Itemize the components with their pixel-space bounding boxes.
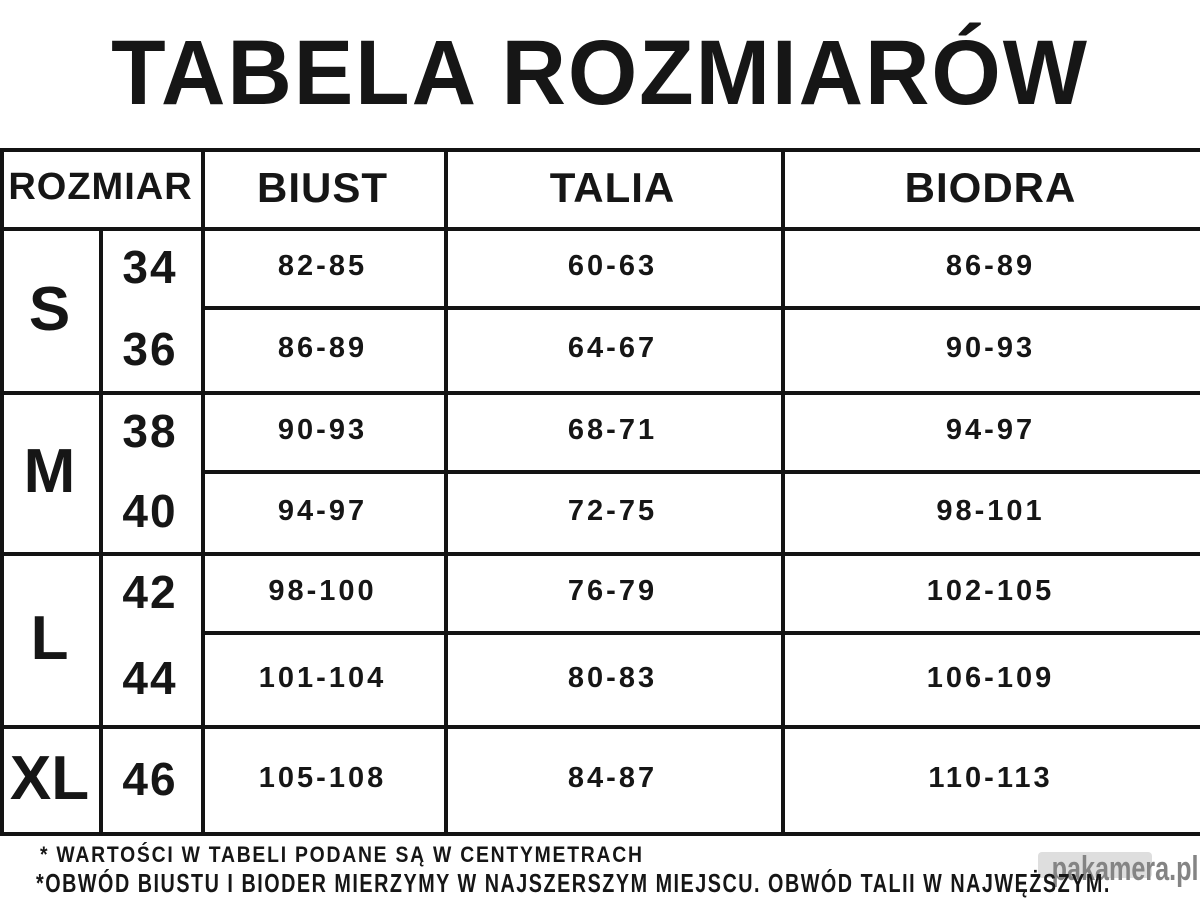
cell-biust-38: 90-93 (201, 391, 444, 470)
header-label: TALIA (549, 163, 676, 211)
column-divider (781, 148, 785, 836)
cell-biodra-42: 102-105 (781, 552, 1200, 631)
size-number: 44 (122, 652, 178, 704)
size-number-38: 38 (99, 391, 201, 470)
header-label: BIODRA (904, 163, 1077, 211)
value: 80-83 (567, 661, 658, 694)
size-number-42: 42 (99, 552, 201, 631)
value: 105-108 (258, 762, 387, 794)
watermark-logo: pakamera.pl (1051, 850, 1198, 888)
cell-biust-40: 94-97 (201, 470, 444, 552)
size-number: 46 (122, 752, 178, 805)
page-title-text: TABELA ROZMIARÓW (111, 21, 1089, 124)
column-header-biodra: BIODRA (781, 148, 1200, 227)
cell-talia-40: 72-75 (444, 470, 795, 552)
value: 110-113 (928, 762, 1053, 794)
table-border-bottom (0, 832, 1200, 836)
cell-biust-36: 86-89 (201, 306, 444, 391)
group-divider (0, 391, 1200, 395)
row-divider (201, 306, 1200, 310)
header-divider (0, 227, 1200, 231)
cell-talia-44: 80-83 (444, 631, 795, 725)
cell-biodra-36: 90-93 (781, 306, 1200, 391)
size-number-44: 44 (99, 631, 201, 725)
size-letter: L (30, 604, 69, 673)
size-number: 42 (122, 565, 178, 618)
size-number-34: 34 (99, 227, 201, 306)
value: 98-100 (268, 575, 377, 607)
size-letter-divider (99, 227, 103, 832)
size-group-XL: XL (0, 725, 99, 832)
column-header-talia: TALIA (444, 148, 781, 227)
column-divider (444, 148, 448, 836)
value: 68-71 (567, 414, 658, 446)
page-title: TABELA ROZMIARÓW (0, 8, 1200, 138)
cell-talia-46: 84-87 (444, 725, 795, 832)
size-number-40: 40 (99, 470, 201, 552)
size-number: 40 (122, 485, 178, 537)
value: 106-109 (926, 661, 1055, 694)
size-letter: M (23, 437, 76, 506)
value: 72-75 (567, 494, 658, 527)
size-number-36: 36 (99, 306, 201, 391)
footnote-units: * WARTOŚCI W TABELI PODANE SĄ W CENTYMET… (40, 842, 644, 867)
column-header-rozmiar: ROZMIAR (0, 148, 201, 227)
value: 94-97 (945, 414, 1036, 446)
value: 84-87 (567, 762, 658, 794)
cell-biodra-34: 86-89 (781, 227, 1200, 306)
table-border-top (0, 148, 1200, 152)
size-number: 36 (122, 322, 178, 375)
cell-biodra-38: 94-97 (781, 391, 1200, 470)
value: 94-97 (277, 494, 368, 527)
size-number: 34 (122, 240, 178, 293)
value: 98-101 (936, 494, 1045, 527)
value: 90-93 (945, 332, 1036, 364)
size-group-S: S (0, 227, 99, 391)
cell-biodra-44: 106-109 (781, 631, 1200, 725)
size-number-46: 46 (99, 725, 201, 832)
header-label: BIUST (257, 163, 388, 211)
cell-biust-44: 101-104 (201, 631, 444, 725)
group-divider (0, 552, 1200, 556)
value: 101-104 (258, 661, 387, 694)
cell-talia-34: 60-63 (444, 227, 795, 306)
cell-biust-34: 82-85 (201, 227, 444, 306)
size-letter: S (28, 274, 71, 344)
table-border-left (0, 148, 4, 836)
group-divider (0, 725, 1200, 729)
column-divider (201, 148, 205, 836)
value: 90-93 (277, 414, 368, 446)
header-label: ROZMIAR (8, 166, 193, 208)
cell-biodra-46: 110-113 (781, 725, 1200, 832)
cell-talia-42: 76-79 (444, 552, 795, 631)
value: 102-105 (926, 575, 1055, 607)
value: 86-89 (277, 332, 368, 364)
watermark-background (1038, 852, 1152, 878)
footnote-measurement: *OBWÓD BIUSTU I BIODER MIERZYMY W NAJSZE… (36, 868, 1111, 898)
size-letter: XL (9, 744, 90, 813)
cell-biust-42: 98-100 (201, 552, 444, 631)
value: 86-89 (945, 250, 1036, 282)
value: 64-67 (567, 332, 658, 364)
value: 82-85 (277, 250, 368, 282)
cell-talia-36: 64-67 (444, 306, 795, 391)
size-group-M: M (0, 391, 99, 552)
cell-biust-46: 105-108 (201, 725, 444, 832)
cell-biodra-40: 98-101 (781, 470, 1200, 552)
row-divider (201, 470, 1200, 474)
size-number: 38 (122, 404, 178, 457)
size-group-L: L (0, 552, 99, 725)
column-header-biust: BIUST (201, 148, 444, 227)
value: 76-79 (567, 575, 658, 607)
value: 60-63 (567, 250, 658, 282)
cell-talia-38: 68-71 (444, 391, 795, 470)
row-divider (201, 631, 1200, 635)
